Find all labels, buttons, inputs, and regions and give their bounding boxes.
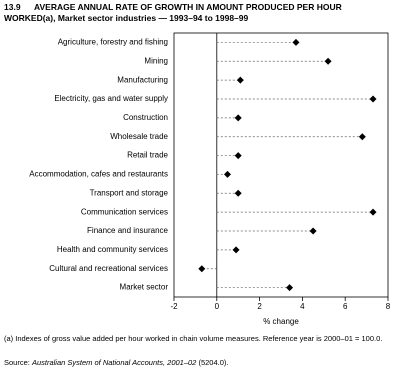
title-text: AVERAGE ANNUAL RATE OF GROWTH IN AMOUNT … xyxy=(4,2,342,23)
dot xyxy=(234,189,242,197)
title: 13.9 AVERAGE ANNUAL RATE OF GROWTH IN AMO… xyxy=(4,2,389,24)
y-tick-label: Mining xyxy=(144,56,168,65)
source-title: Australian System of National Accounts, … xyxy=(31,358,197,367)
source-ref: (5204.0). xyxy=(198,358,229,367)
y-tick-label: Agriculture, forestry and fishing xyxy=(58,38,168,47)
dot xyxy=(369,208,377,216)
chart: -2 0 2 4 6 8 % change Agriculture, forestry and… xyxy=(29,32,391,326)
dot xyxy=(232,246,240,254)
y-tick-label: Communication services xyxy=(81,207,168,216)
source-label: Source: xyxy=(4,358,30,367)
title-number: 13.9 xyxy=(4,2,21,12)
y-tick-label: Wholesale trade xyxy=(110,132,168,141)
dot xyxy=(358,133,366,141)
x-tick-label: -2 xyxy=(170,302,178,311)
footnote: (a) Indexes of gross value added per hou… xyxy=(4,334,383,343)
dot xyxy=(324,57,332,65)
x-tick-label: 6 xyxy=(343,302,348,311)
plot-frame xyxy=(173,32,389,298)
dot xyxy=(309,227,317,235)
y-tick-label: Finance and insurance xyxy=(87,226,168,235)
x-tick-label: 0 xyxy=(215,302,220,311)
dot xyxy=(236,76,244,84)
x-tick-label: 4 xyxy=(300,302,305,311)
y-tick-label: Retail trade xyxy=(127,151,168,160)
dot xyxy=(198,265,206,273)
y-tick-label: Market sector xyxy=(120,283,169,292)
dot xyxy=(292,38,300,46)
x-tick-label: 2 xyxy=(257,302,262,311)
y-tick-label: Accommodation, cafes and restaurants xyxy=(29,170,168,179)
x-tick-label: 8 xyxy=(386,302,391,311)
dot xyxy=(286,284,294,292)
source: Source: Australian System of National Ac… xyxy=(4,358,392,368)
x-axis-label: % change xyxy=(263,317,299,326)
y-tick-label: Manufacturing xyxy=(117,75,168,84)
dot xyxy=(369,95,377,103)
dot xyxy=(224,170,231,178)
dot xyxy=(234,114,242,122)
y-tick-label: Cultural and recreational services xyxy=(49,264,168,273)
y-tick-label: Transport and storage xyxy=(90,188,169,197)
y-tick-label: Electricity, gas and water supply xyxy=(54,94,168,103)
y-tick-label: Construction xyxy=(123,113,168,122)
y-tick-label: Health and community services xyxy=(57,245,168,254)
dot xyxy=(234,152,242,160)
